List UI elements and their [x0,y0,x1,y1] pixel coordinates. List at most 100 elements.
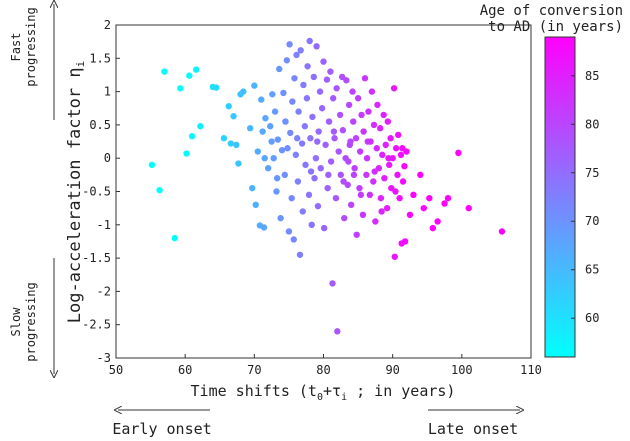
x-tick-label: 70 [247,363,261,377]
data-point [285,228,293,235]
y-tick-label: 2 [104,18,111,32]
data-point [347,138,354,145]
data-point [298,140,306,147]
late-onset-annotation: Late onset [428,410,520,438]
data-point [301,123,309,130]
data-point [399,178,407,185]
data-point [277,214,284,222]
data-point [294,178,302,185]
data-point [308,221,315,228]
data-point [444,194,452,202]
data-point [314,138,321,145]
data-point [354,95,362,102]
data-point [249,184,256,192]
data-point [320,58,327,65]
data-point [313,43,320,50]
data-point [324,184,331,192]
data-point [148,161,156,169]
data-point [327,158,335,165]
data-point [337,171,344,179]
data-point [171,234,178,242]
data-point [356,184,363,192]
data-point [252,201,259,209]
data-point [396,194,403,202]
data-point [268,138,275,145]
data-point [351,164,358,172]
y-tick-label: -2 [97,284,111,298]
data-point [325,171,332,179]
data-point [240,88,247,95]
data-point [349,88,356,95]
data-point [292,151,300,159]
data-point [350,171,358,179]
x-tick-label: 80 [316,363,330,377]
data-point [410,191,417,199]
svg-text:Slow: Slow [9,307,23,337]
data-point [370,121,378,129]
data-point [271,108,279,115]
data-point [377,125,384,132]
colorbar [544,36,576,358]
data-point [455,149,462,157]
data-point [390,85,398,92]
data-point [383,204,391,212]
data-point [312,155,320,162]
data-point [395,131,402,139]
data-point [366,191,374,199]
data-point [273,174,281,182]
data-point [386,161,393,169]
data-point [307,168,315,175]
data-point [293,51,300,59]
data-point [258,96,265,103]
data-point [161,68,168,75]
data-point [284,145,291,152]
data-point [401,162,408,170]
data-point [296,251,304,258]
data-point [384,118,392,125]
data-point [197,123,204,130]
data-point [406,211,414,219]
data-point [304,63,311,70]
data-point [339,127,347,134]
data-point [310,73,318,81]
data-point [371,168,378,175]
y-tick-label: -3 [97,351,111,365]
data-point [294,135,301,142]
data-point [274,136,282,143]
data-point [374,101,381,109]
slow-progressing-annotation: Slow progressing [9,258,54,374]
data-point [270,155,277,162]
data-point [498,228,506,235]
svg-text:Early onset: Early onset [112,420,211,438]
colorbar-tick-label: 75 [585,166,599,180]
data-point [377,194,385,202]
data-point [327,68,334,75]
data-point [302,161,309,169]
data-point [306,37,313,45]
data-point [235,160,242,167]
data-point [333,85,340,92]
data-point [269,91,276,98]
data-point [335,148,342,155]
axis-ticks: 50 60 70 80 90 100 110 -3 -2.5 -2 -1.5 -1 -0.5 0 0.5 1 1… [82,18,542,377]
colorbar-tick-label: 65 [585,263,599,277]
data-point [378,208,385,215]
data-point [329,95,337,102]
data-point [314,202,322,210]
data-point [303,95,311,102]
y-tick-label: -0.5 [82,185,111,199]
data-point [262,115,269,122]
fast-progressing-annotation: Fast progressing [9,4,54,120]
colorbar-tick-label: 80 [585,117,599,131]
data-point [220,135,228,142]
data-point [441,200,448,207]
data-point [316,88,324,95]
data-point [356,148,364,155]
data-point [317,164,324,172]
data-point [177,85,184,92]
data-point [370,178,377,185]
data-point [289,98,296,105]
data-point [334,328,341,335]
plot-frame [115,24,532,359]
